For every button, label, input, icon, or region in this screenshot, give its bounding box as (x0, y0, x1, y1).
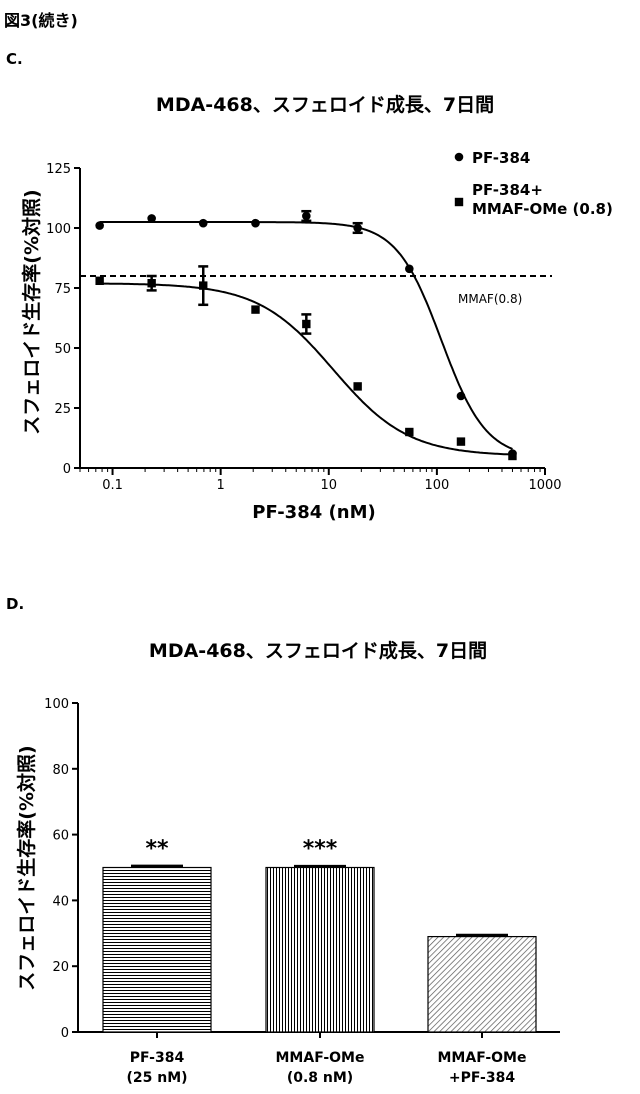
panel-c-x-tick-label: 0.1 (102, 478, 123, 493)
panel-c-fit-curve-1 (100, 222, 513, 449)
panel-d-y-tick-label: 40 (52, 894, 69, 909)
panel-c-point-circle (302, 212, 311, 221)
panel-c-y-tick-label: 100 (46, 222, 71, 237)
panel-c-point-square (302, 320, 310, 328)
panel-d-category-label: +PF-384 (449, 1070, 515, 1086)
panel-c-point-square (147, 279, 155, 287)
panel-d: D. MDA-468、スフェロイド成長、7日間 スフェロイド生存率(%対照) 0… (6, 595, 560, 1086)
panel-c-point-square (405, 428, 413, 436)
panel-d-label: D. (6, 595, 24, 613)
panel-c-legend-marker-circle (455, 153, 464, 162)
panel-c-y-tick-label: 0 (63, 462, 71, 477)
panel-c-point-circle (457, 392, 466, 401)
panel-c-point-circle (405, 265, 414, 274)
panel-c-point-square (508, 452, 516, 460)
panel-c-legend-marker-square (455, 198, 463, 206)
panel-c-y-axis-label: スフェロイド生存率(%対照) (20, 189, 43, 434)
panel-d-significance-label: ** (145, 837, 169, 862)
panel-d-y-tick-label: 0 (61, 1026, 69, 1041)
panel-c-point-circle (95, 221, 104, 230)
panel-c-y-tick-label: 75 (54, 282, 71, 297)
panel-c-y-tick-label: 125 (46, 162, 71, 177)
panel-c-x-tick-label: 100 (424, 478, 449, 493)
panel-c-x-axis-label: PF-384 (nM) (252, 502, 375, 523)
panel-c-x-tick-label: 1 (217, 478, 225, 493)
panel-c-legend-label: MMAF-OMe (0.8) (472, 200, 613, 218)
panel-d-title: MDA-468、スフェロイド成長、7日間 (149, 639, 487, 662)
panel-c-point-circle (251, 219, 260, 228)
panel-c-point-square (251, 305, 259, 313)
panel-d-category-label: (0.8 nM) (287, 1070, 353, 1086)
panel-d-y-tick-label: 100 (44, 697, 69, 712)
panel-d-y-tick-label: 80 (52, 763, 69, 778)
panel-d-category-label: MMAF-OMe (438, 1050, 527, 1066)
panel-c-point-square (457, 437, 465, 445)
panel-c-y-tick-label: 50 (54, 342, 71, 357)
panel-d-y-tick-label: 20 (52, 960, 69, 975)
panel-c-point-circle (147, 214, 156, 223)
figure-label: 図3(続き) (4, 11, 78, 30)
panel-c-title: MDA-468、スフェロイド成長、7日間 (156, 93, 494, 116)
panel-c-point-square (199, 281, 207, 289)
panel-c-point-circle (353, 224, 362, 233)
panel-c-y-tick-label: 25 (54, 402, 71, 417)
panel-d-category-label: (25 nM) (126, 1070, 187, 1086)
panel-c-reference-label: MMAF(0.8) (458, 292, 522, 306)
panel-c: C. MDA-468、スフェロイド成長、7日間 スフェロイド生存率(%対照) P… (6, 50, 613, 523)
panel-d-bar (428, 937, 536, 1032)
panel-c-point-square (353, 382, 361, 390)
panel-c-point-square (95, 277, 103, 285)
panel-d-y-tick-label: 60 (52, 829, 69, 844)
panel-c-legend-label: PF-384+ (472, 181, 543, 199)
panel-d-bar (266, 868, 374, 1033)
panel-c-x-tick-label: 1000 (528, 478, 561, 493)
panel-c-legend-label: PF-384 (472, 149, 530, 167)
panel-c-point-circle (199, 219, 208, 228)
panel-c-label: C. (6, 50, 23, 68)
panel-d-significance-label: *** (303, 837, 338, 862)
panel-c-fit-curve-2 (100, 284, 513, 455)
panel-c-x-tick-label: 10 (320, 478, 337, 493)
panel-d-bar (103, 868, 211, 1033)
panel-d-category-label: MMAF-OMe (276, 1050, 365, 1066)
panel-d-category-label: PF-384 (130, 1050, 185, 1066)
panel-d-y-axis-label: スフェロイド生存率(%対照) (15, 745, 38, 990)
